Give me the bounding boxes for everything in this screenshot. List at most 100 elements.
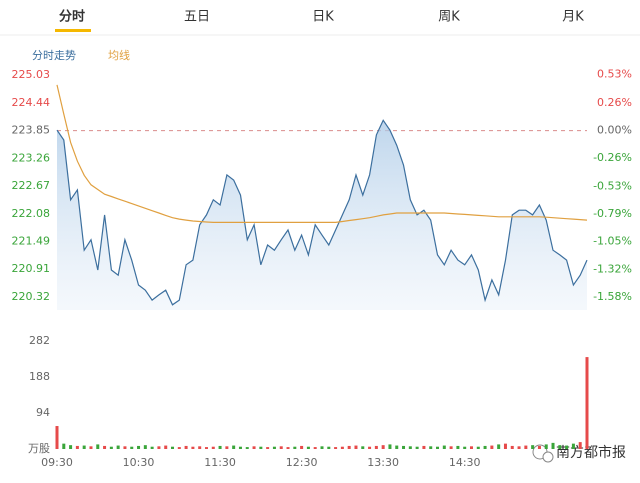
volume-bar bbox=[531, 445, 535, 449]
price-area bbox=[57, 120, 587, 310]
volume-bar bbox=[483, 445, 487, 449]
y-tick-label: 220.32 bbox=[12, 290, 51, 303]
volume-bar bbox=[544, 444, 548, 449]
volume-bar bbox=[177, 447, 181, 449]
volume-bar bbox=[510, 445, 514, 449]
tab[interactable]: 日K bbox=[312, 10, 334, 25]
volume-bar bbox=[368, 446, 372, 449]
x-tick-label: 12:30 bbox=[286, 456, 318, 469]
volume-bar bbox=[130, 446, 134, 449]
volume-bar bbox=[55, 426, 59, 449]
y-tick-label: 220.91 bbox=[12, 262, 51, 275]
volume-bar bbox=[75, 445, 79, 449]
volume-bar bbox=[402, 445, 406, 449]
volume-bar bbox=[361, 446, 365, 449]
volume-bar bbox=[558, 445, 562, 449]
y2-tick-label: -1.05% bbox=[593, 234, 632, 247]
volume-bar bbox=[327, 446, 331, 449]
volume-bar bbox=[340, 446, 344, 449]
volume-bar bbox=[381, 445, 385, 449]
volume-bar bbox=[313, 447, 317, 449]
volume-bar bbox=[415, 446, 419, 449]
volume-bar bbox=[436, 446, 440, 449]
volume-bar bbox=[238, 446, 242, 449]
volume-bar bbox=[469, 446, 473, 449]
average-line bbox=[56, 84, 588, 223]
volume-bar bbox=[463, 446, 467, 449]
volume-bar bbox=[571, 443, 575, 449]
volume-bar bbox=[300, 445, 304, 449]
volume-bar bbox=[232, 445, 236, 449]
tab[interactable]: 月K bbox=[562, 10, 584, 25]
volume-bar bbox=[266, 447, 270, 449]
volume-bar bbox=[503, 443, 507, 449]
x-tick-label: 11:30 bbox=[204, 456, 236, 469]
volume-bar bbox=[306, 446, 310, 449]
y-tick-label: 222.67 bbox=[12, 179, 51, 192]
volume-bar bbox=[211, 446, 215, 449]
y-tick-label: 223.85 bbox=[12, 124, 51, 137]
volume-bar bbox=[551, 442, 555, 449]
watermark: 南方都市报 bbox=[532, 444, 626, 463]
volume-bar bbox=[293, 446, 297, 449]
volume-bar bbox=[62, 443, 66, 449]
volume-bar bbox=[191, 446, 195, 449]
y2-tick-label: -1.32% bbox=[593, 263, 632, 276]
volume-tick-label: 万股 bbox=[28, 442, 50, 455]
volume-bar bbox=[150, 446, 154, 449]
volume-bar bbox=[252, 446, 256, 449]
volume-bar bbox=[537, 445, 541, 449]
volume-bar bbox=[334, 447, 338, 449]
volume-bar bbox=[204, 447, 208, 449]
volume-bar bbox=[164, 445, 168, 449]
volume-bar bbox=[109, 446, 113, 449]
tab[interactable]: 周K bbox=[438, 10, 460, 25]
volume-bar bbox=[347, 445, 351, 449]
volume-bar bbox=[565, 445, 569, 449]
y-tick-label: 224.44 bbox=[12, 96, 51, 109]
legend-label: 均线 bbox=[108, 48, 130, 62]
volume-bar bbox=[422, 445, 426, 449]
volume-bar bbox=[89, 446, 93, 449]
tab-underline bbox=[55, 29, 91, 32]
volume-bar bbox=[116, 445, 120, 449]
y-tick-label: 223.26 bbox=[12, 151, 51, 164]
x-tick-label: 09:30 bbox=[41, 456, 73, 469]
y-tick-label: 221.49 bbox=[12, 235, 51, 248]
volume-bar bbox=[198, 446, 202, 449]
y2-tick-label: 0.53% bbox=[597, 68, 632, 81]
volume-bar bbox=[490, 445, 494, 449]
volume-bar bbox=[408, 446, 412, 449]
volume-tick-label: 282 bbox=[29, 334, 50, 347]
volume-bar bbox=[103, 445, 107, 449]
volume-bar bbox=[225, 446, 229, 449]
volume-bar bbox=[524, 445, 528, 449]
y2-tick-label: -0.26% bbox=[593, 151, 632, 164]
y2-tick-label: -0.53% bbox=[593, 179, 632, 192]
volume-bar bbox=[69, 445, 73, 449]
volume-bar bbox=[354, 445, 358, 449]
y2-tick-label: 0.26% bbox=[597, 96, 632, 109]
volume-bar bbox=[279, 446, 283, 449]
y2-tick-label: 0.00% bbox=[597, 124, 632, 137]
tab[interactable]: 分时 bbox=[59, 9, 85, 25]
tab[interactable]: 五日 bbox=[184, 10, 210, 25]
volume-bar bbox=[578, 442, 582, 449]
legend-label: 分时走势 bbox=[32, 49, 76, 62]
x-tick-label: 10:30 bbox=[123, 456, 155, 469]
volume-bar bbox=[388, 444, 392, 449]
volume-bar bbox=[456, 445, 460, 449]
volume-bar bbox=[585, 357, 589, 449]
volume-tick-label: 94 bbox=[36, 406, 50, 419]
volume-bar bbox=[157, 446, 161, 449]
volume-bar bbox=[96, 444, 100, 449]
x-tick-label: 13:30 bbox=[367, 456, 399, 469]
watermark-icon bbox=[542, 451, 554, 463]
volume-bar bbox=[137, 445, 141, 449]
volume-bar bbox=[497, 444, 501, 449]
y2-tick-label: -1.58% bbox=[593, 290, 632, 303]
y2-tick-label: -0.79% bbox=[593, 207, 632, 220]
y-tick-label: 222.08 bbox=[12, 207, 51, 220]
volume-tick-label: 188 bbox=[29, 370, 50, 383]
